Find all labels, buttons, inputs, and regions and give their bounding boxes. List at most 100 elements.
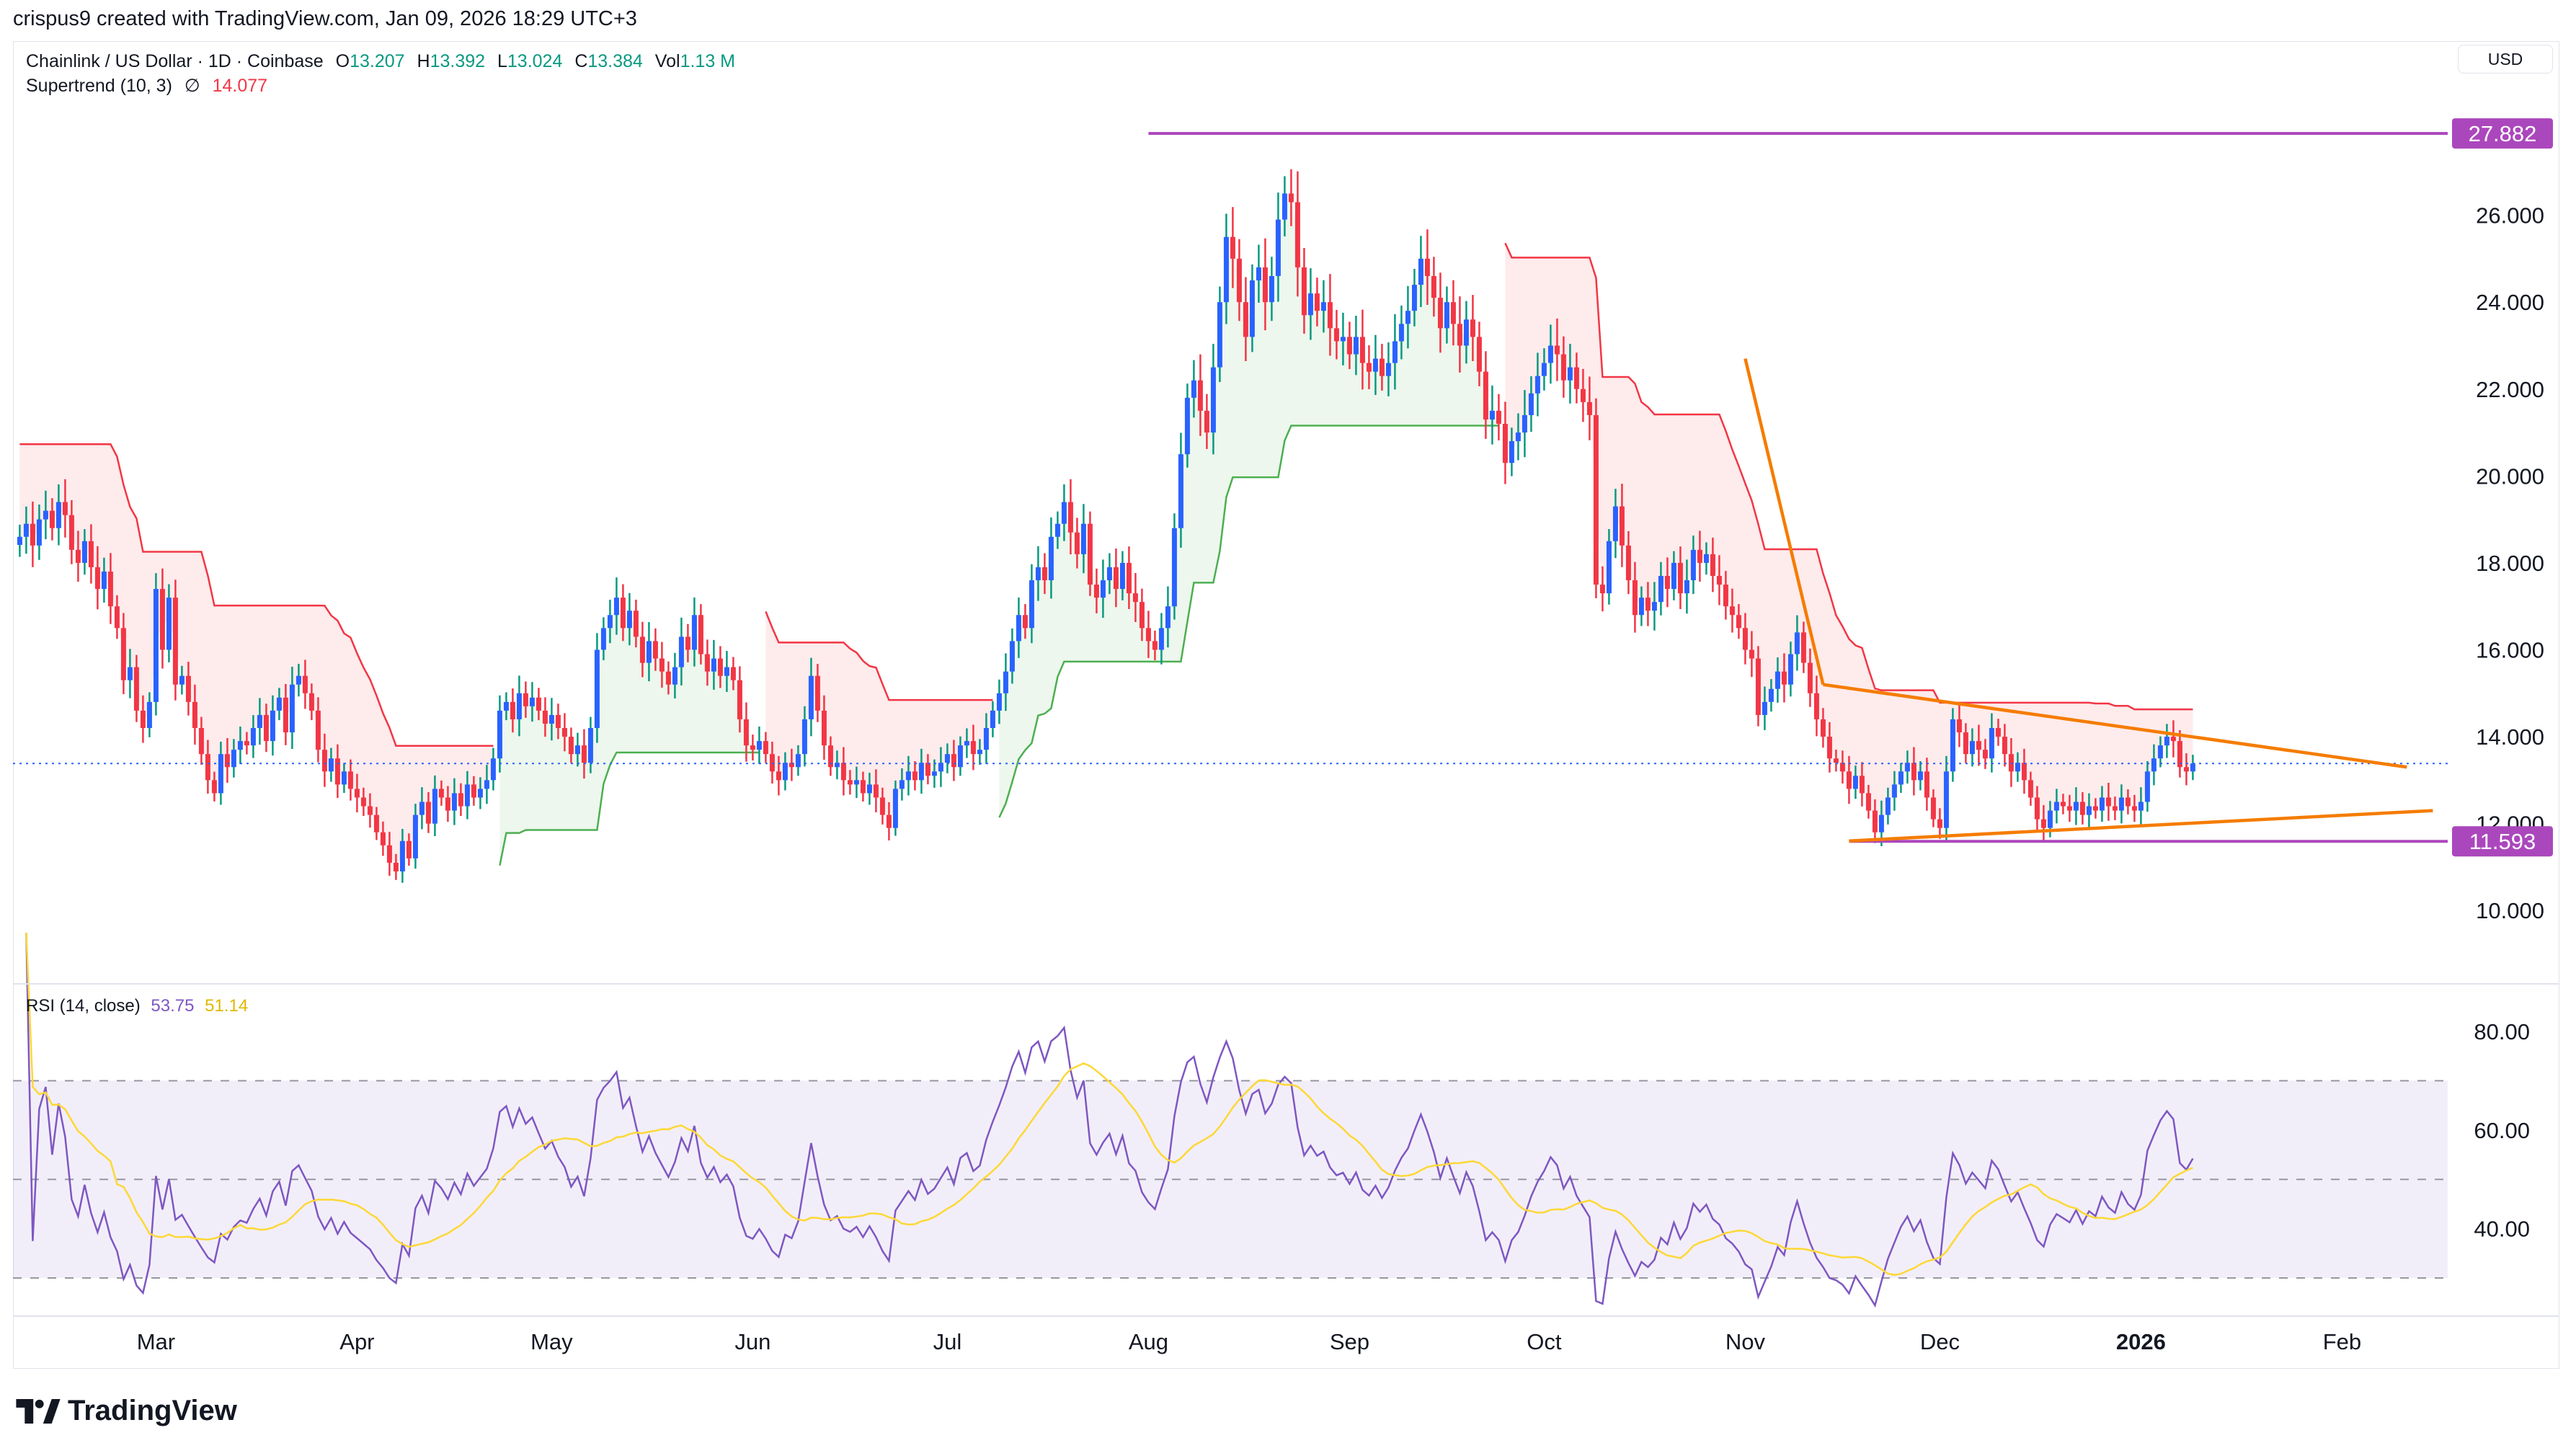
candle-body (1398, 324, 1404, 342)
supertrend-up-line (499, 751, 760, 866)
candle-body (964, 741, 969, 746)
candle-body (1269, 276, 1274, 303)
candle-body (1632, 580, 1638, 616)
candle-body (1710, 554, 1715, 577)
candle-body (1762, 701, 1767, 715)
candle-body (951, 754, 956, 768)
candle-body (2053, 802, 2059, 811)
candle-body (840, 763, 846, 781)
candle-body (198, 728, 204, 755)
price-axis-tick: 26.000 (2476, 203, 2544, 228)
candle-body (1489, 410, 1495, 420)
candle-body (432, 789, 438, 824)
candle-body (1625, 545, 1631, 581)
candle-body (1080, 523, 1086, 554)
candle-body (536, 697, 541, 711)
supertrend-label[interactable]: Supertrend (10, 3) (26, 76, 172, 96)
candle-body (88, 541, 94, 567)
candle-body (620, 598, 626, 629)
candle-body (1483, 371, 1488, 420)
candle-body (1320, 302, 1326, 311)
candle-body (685, 636, 690, 650)
rsi-axis-tick: 60.00 (2474, 1118, 2530, 1143)
candle-body (2079, 802, 2085, 815)
candle-body (94, 567, 100, 590)
candle-body (1963, 732, 1968, 755)
candle-body (2002, 737, 2007, 755)
candle-body (1541, 363, 1547, 376)
candle-body (866, 784, 872, 794)
candle-body (127, 667, 133, 680)
candle-body (1450, 302, 1456, 324)
candle-body (55, 502, 61, 528)
price-axis-tick: 14.000 (2476, 724, 2544, 750)
candle-body (1535, 376, 1540, 394)
candle-body (542, 710, 548, 724)
time-axis-tick: 2026 (2116, 1329, 2166, 1354)
trendline (1823, 683, 2407, 769)
symbol-legend: Chainlink / US Dollar · 1D · Coinbase O1… (26, 49, 735, 98)
candle-body (516, 693, 522, 719)
candles-layer (17, 169, 2195, 883)
candle-body (1658, 576, 1664, 603)
candle-body (1813, 693, 1819, 719)
candle-body (17, 536, 22, 545)
candle-body (717, 658, 723, 676)
candle-body (1243, 302, 1248, 337)
candle-body (1502, 423, 1508, 463)
candle-body (1463, 319, 1469, 346)
candle-body (1755, 658, 1761, 715)
candle-body (1703, 554, 1709, 563)
candle-body (205, 754, 210, 781)
candle-body (1035, 567, 1041, 581)
candle-body (451, 793, 457, 811)
candle-body (1087, 523, 1093, 585)
candle-body (2118, 797, 2124, 811)
candle-body (1385, 363, 1391, 376)
candle-body (471, 784, 476, 798)
candle-body (1152, 641, 1158, 650)
candle-body (289, 684, 295, 733)
candle-body (1638, 598, 1644, 616)
volume-label: Vol (654, 51, 680, 71)
candle-body (1437, 298, 1443, 329)
candle-body (957, 745, 963, 768)
candle-body (321, 750, 327, 772)
symbol-name[interactable]: Chainlink / US Dollar · 1D · Coinbase (26, 51, 324, 71)
chart-credit: crispus9 created with TradingView.com, J… (13, 7, 637, 30)
candle-body (43, 510, 48, 520)
candle-body (1865, 793, 1871, 811)
candle-body (1716, 576, 1722, 585)
candle-body (373, 814, 379, 833)
candle-body (49, 510, 55, 528)
candle-body (1586, 401, 1592, 415)
candle-body (704, 654, 710, 672)
candle-body (2131, 806, 2137, 811)
candle-body (425, 802, 431, 824)
currency-button[interactable]: USD (2458, 45, 2553, 74)
candle-body (1593, 414, 1599, 585)
rsi-label[interactable]: RSI (14, close) (26, 996, 141, 1016)
candle-body (1547, 345, 1553, 363)
supertrend-down-line (1504, 242, 2193, 711)
candle-body (912, 771, 918, 781)
price-axis-tick: 16.000 (2476, 638, 2544, 663)
time-axis-tick: May (530, 1329, 573, 1354)
candle-body (1178, 454, 1183, 528)
candle-body (827, 745, 833, 768)
price-axis-tick: 24.000 (2476, 290, 2544, 315)
candle-body (1204, 410, 1209, 433)
candle-body (639, 636, 645, 663)
candle-body (386, 845, 392, 863)
candle-body (990, 710, 995, 729)
candle-body (120, 628, 126, 680)
candle-body (1294, 202, 1300, 267)
supertrend-up-line (998, 425, 1499, 818)
candle-body (1197, 380, 1203, 411)
tradingview-logo[interactable]: TradingView (16, 1395, 237, 1427)
candle-body (1794, 632, 1800, 654)
candle-body (1333, 328, 1339, 342)
candle-body (185, 675, 191, 702)
candle-body (1736, 615, 1741, 629)
